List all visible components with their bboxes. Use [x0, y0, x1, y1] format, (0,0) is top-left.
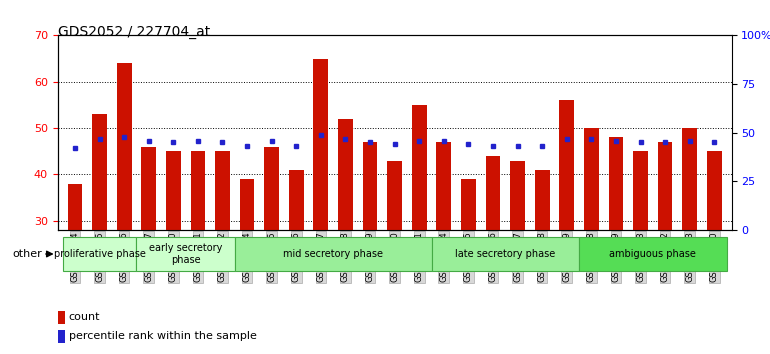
- Bar: [58, 311, 65, 324]
- Bar: [215, 151, 230, 230]
- Bar: [142, 147, 156, 230]
- Bar: [486, 156, 500, 230]
- Bar: [559, 100, 574, 230]
- Bar: [363, 142, 377, 230]
- Bar: [92, 114, 107, 230]
- Bar: [579, 237, 727, 271]
- Bar: [313, 58, 328, 230]
- Text: mid secretory phase: mid secretory phase: [283, 249, 383, 259]
- Bar: [658, 142, 672, 230]
- Bar: [58, 330, 65, 343]
- Text: ambiguous phase: ambiguous phase: [609, 249, 696, 259]
- Bar: [235, 237, 431, 271]
- Bar: [289, 170, 303, 230]
- Text: other: other: [12, 249, 42, 259]
- Bar: [387, 161, 402, 230]
- Bar: [682, 128, 697, 230]
- Bar: [511, 161, 525, 230]
- Bar: [62, 237, 136, 271]
- Bar: [584, 128, 599, 230]
- Bar: [412, 105, 427, 230]
- Text: proliferative phase: proliferative phase: [54, 249, 146, 259]
- Bar: [431, 237, 579, 271]
- Bar: [461, 179, 476, 230]
- Bar: [535, 170, 550, 230]
- Bar: [633, 151, 648, 230]
- Bar: [68, 184, 82, 230]
- Bar: [136, 237, 235, 271]
- Text: late secretory phase: late secretory phase: [455, 249, 555, 259]
- Bar: [117, 63, 132, 230]
- Text: count: count: [69, 312, 100, 322]
- Bar: [190, 151, 206, 230]
- Bar: [338, 119, 353, 230]
- Bar: [437, 142, 451, 230]
- Bar: [239, 179, 254, 230]
- Text: percentile rank within the sample: percentile rank within the sample: [69, 331, 256, 341]
- Text: GDS2052 / 227704_at: GDS2052 / 227704_at: [58, 25, 210, 39]
- Text: early secretory
phase: early secretory phase: [149, 243, 223, 265]
- Bar: [264, 147, 279, 230]
- Bar: [608, 137, 623, 230]
- Bar: [166, 151, 181, 230]
- Bar: [707, 151, 721, 230]
